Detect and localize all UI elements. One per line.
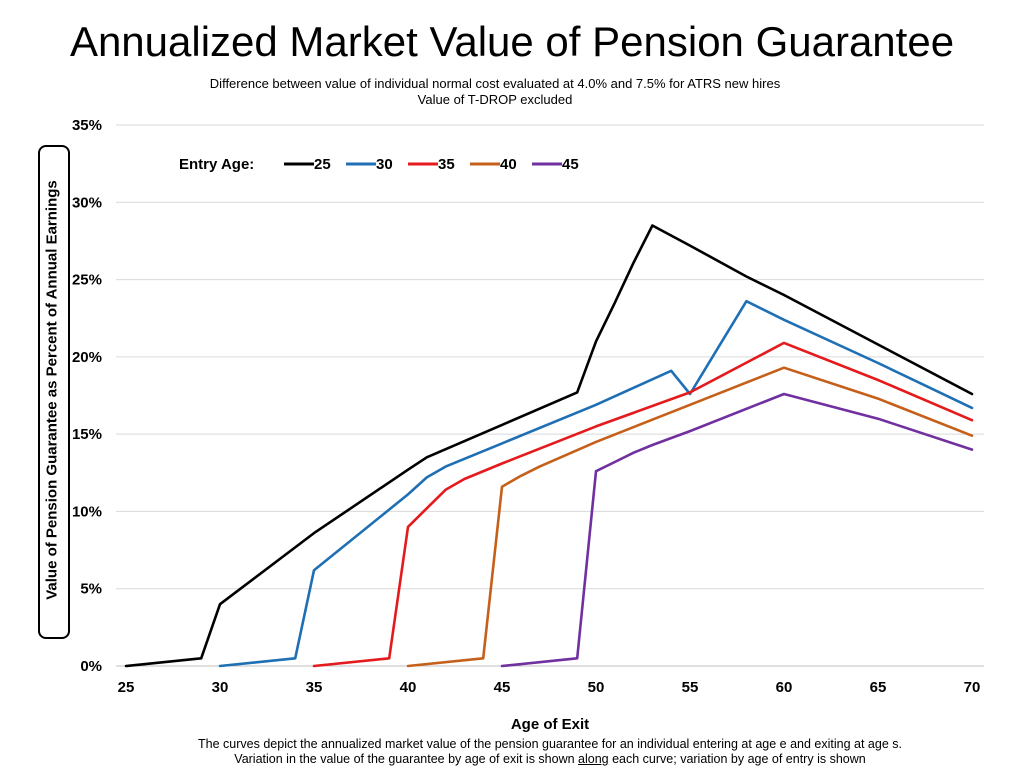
series-line-30 xyxy=(218,299,974,668)
x-tick-label-35: 35 xyxy=(306,679,323,696)
x-tick-label-25: 25 xyxy=(118,679,135,696)
y-tick-label-1: 5% xyxy=(80,581,102,598)
x-tick-label-45: 45 xyxy=(494,679,511,696)
legend-label-45: 45 xyxy=(562,156,579,173)
chart-title: Annualized Market Value of Pension Guara… xyxy=(69,18,955,65)
series-line-45 xyxy=(500,392,974,668)
x-tick-label-70: 70 xyxy=(964,679,981,696)
footnote-line-2-start: Variation in the value of the guarantee … xyxy=(234,752,579,766)
y-tick-label-3: 15% xyxy=(72,426,102,443)
series-line-25 xyxy=(124,224,974,668)
y-tick-label-0: 0% xyxy=(80,658,102,675)
footnote-line-2: Variation in the value of the guarantee … xyxy=(0,752,1024,766)
y-axis-label-box xyxy=(38,145,70,639)
legend-label-25: 25 xyxy=(314,156,331,173)
legend-label-30: 30 xyxy=(376,156,393,173)
series-line-40 xyxy=(406,366,974,668)
x-tick-label-30: 30 xyxy=(212,679,229,696)
x-tick-label-55: 55 xyxy=(682,679,699,696)
y-tick-label-5: 25% xyxy=(72,272,102,289)
x-tick-label-50: 50 xyxy=(588,679,605,696)
legend-label-40: 40 xyxy=(500,156,517,173)
y-axis-label: Value of Pension Guarantee as Percent of… xyxy=(43,180,61,600)
y-tick-label-4: 20% xyxy=(72,349,102,366)
legend-title: Entry Age: xyxy=(179,156,254,173)
x-tick-label-40: 40 xyxy=(400,679,417,696)
legend-label-35: 35 xyxy=(438,156,455,173)
y-tick-label-2: 10% xyxy=(72,503,102,520)
series-line-35 xyxy=(312,341,974,668)
footnote-line-2-end: each curve; variation by age of entry is… xyxy=(608,752,866,766)
x-axis-label: Age of Exit xyxy=(510,716,590,733)
chart-subtitle-line-1: Difference between value of individual n… xyxy=(209,76,781,91)
y-tick-label-6: 30% xyxy=(72,194,102,211)
footnote-line-1: The curves depict the annualized market … xyxy=(198,737,902,751)
x-tick-label-60: 60 xyxy=(776,679,793,696)
chart-subtitle-line-2: Value of T-DROP excluded xyxy=(417,92,573,107)
footnote-underlined-word: along xyxy=(578,752,609,766)
x-tick-label-65: 65 xyxy=(870,679,887,696)
y-tick-label-7: 35% xyxy=(72,117,102,134)
